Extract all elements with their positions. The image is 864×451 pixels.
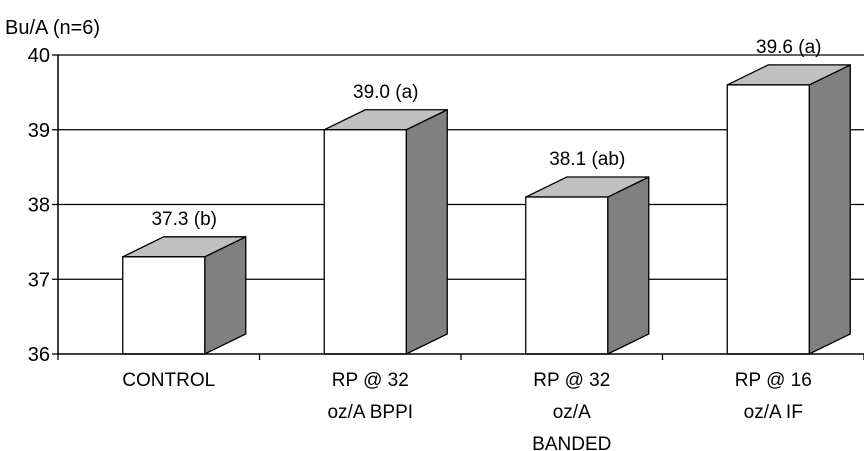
data-label-2: 39.0 (a) — [353, 82, 418, 103]
bar-4-side — [808, 63, 851, 356]
category-label-4-line-2: oz/A IF — [744, 402, 803, 423]
category-label-1-line-1: CONTROL — [122, 370, 215, 391]
y-tick-label-36: 36 — [28, 344, 50, 366]
data-label-4: 39.6 (a) — [756, 37, 821, 58]
y-tick-label-39: 39 — [28, 120, 50, 142]
bar-2-side — [405, 108, 448, 356]
category-label-4-line-1: RP @ 16 — [735, 370, 812, 391]
category-labels: CONTROL RP @ 32 oz/A BPPI RP @ 32 oz/A BANDED… — [122, 370, 811, 451]
y-axis-ticks: 36 37 38 39 40 — [28, 45, 58, 366]
category-label-2-line-2: oz/A BPPI — [327, 402, 413, 423]
category-label-3-line-3: BANDED — [532, 434, 611, 451]
y-axis-title: Bu/A (n=6) — [5, 17, 100, 39]
y-tick-label-37: 37 — [28, 269, 50, 291]
bar-3-front — [525, 196, 609, 355]
bar-2-front — [323, 129, 407, 355]
axes — [57, 55, 864, 360]
category-label-3-line-1: RP @ 32 — [533, 370, 610, 391]
y-tick-label-40: 40 — [28, 45, 50, 67]
bar-2: 39.0 (a) — [323, 82, 448, 356]
bar-4: 39.6 (a) — [726, 37, 851, 356]
data-label-3: 38.1 (ab) — [549, 149, 625, 170]
category-label-2-line-1: RP @ 32 — [332, 370, 409, 391]
bar-3-side — [607, 175, 650, 356]
bars: 37.3 (b) 39.0 (a) 38.1 (ab) 39.6 (a) — [122, 37, 851, 356]
category-label-3-line-2: oz/A — [553, 402, 591, 423]
bar-4-front — [726, 84, 810, 355]
bar-1: 37.3 (b) — [122, 209, 247, 356]
y-tick-label-38: 38 — [28, 195, 50, 217]
data-label-1: 37.3 (b) — [152, 209, 217, 230]
bar-3: 38.1 (ab) — [525, 149, 650, 356]
bar-1-front — [122, 256, 206, 355]
